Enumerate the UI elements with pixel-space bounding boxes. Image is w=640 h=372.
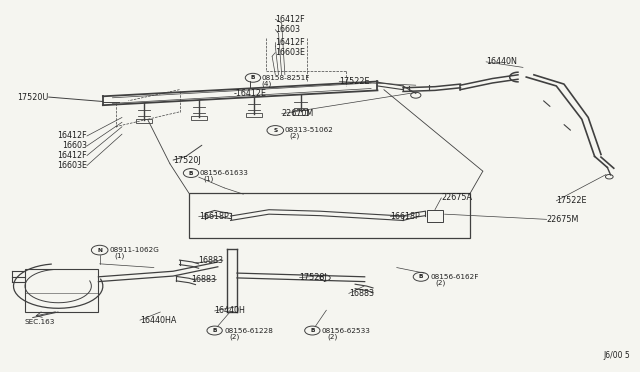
Text: 16412F: 16412F bbox=[275, 15, 305, 24]
Text: J6/00 5: J6/00 5 bbox=[603, 351, 630, 360]
Text: 08156-61228: 08156-61228 bbox=[224, 327, 273, 334]
Text: 16883: 16883 bbox=[191, 275, 216, 284]
Text: B: B bbox=[189, 170, 193, 176]
Text: (2): (2) bbox=[289, 133, 300, 139]
Text: 16440N: 16440N bbox=[486, 57, 517, 66]
Text: 16603: 16603 bbox=[62, 141, 87, 151]
Text: 16603E: 16603E bbox=[275, 48, 305, 57]
Text: 16618P: 16618P bbox=[198, 212, 228, 221]
Text: 08313-51062: 08313-51062 bbox=[285, 127, 333, 134]
Text: 16883: 16883 bbox=[349, 289, 374, 298]
Text: B: B bbox=[212, 328, 217, 333]
Text: B: B bbox=[310, 328, 314, 333]
Text: 08156-61633: 08156-61633 bbox=[200, 170, 249, 176]
Text: S: S bbox=[273, 128, 277, 133]
Text: 08156-6162F: 08156-6162F bbox=[431, 274, 479, 280]
Text: -16412E: -16412E bbox=[234, 89, 267, 98]
Text: 17522E: 17522E bbox=[556, 196, 587, 205]
Bar bbox=[293, 110, 308, 115]
Text: (4): (4) bbox=[261, 81, 271, 87]
Text: (1): (1) bbox=[204, 175, 214, 182]
Text: 16883: 16883 bbox=[198, 256, 223, 264]
Bar bbox=[136, 119, 152, 124]
Text: N: N bbox=[97, 248, 102, 253]
Bar bbox=[25, 269, 99, 312]
Text: 17520J: 17520J bbox=[173, 155, 201, 164]
Text: 22670M: 22670M bbox=[282, 109, 314, 118]
Text: 16603: 16603 bbox=[275, 25, 300, 34]
Text: 16440HA: 16440HA bbox=[140, 316, 176, 325]
Text: 16440H: 16440H bbox=[214, 307, 246, 315]
Text: (2): (2) bbox=[229, 333, 239, 340]
Text: 22675M: 22675M bbox=[547, 215, 579, 224]
Text: 17528J: 17528J bbox=[300, 273, 327, 282]
Text: 08911-1062G: 08911-1062G bbox=[109, 247, 159, 253]
Bar bbox=[191, 116, 207, 121]
Text: 08158-8251F: 08158-8251F bbox=[261, 75, 310, 81]
Text: B: B bbox=[419, 274, 423, 279]
Bar bbox=[428, 211, 444, 222]
Text: (2): (2) bbox=[436, 279, 446, 286]
Text: 17520U: 17520U bbox=[17, 93, 49, 102]
Bar bbox=[246, 113, 262, 118]
Text: 16412F: 16412F bbox=[58, 151, 87, 160]
Bar bbox=[189, 193, 470, 238]
Text: SEC.163: SEC.163 bbox=[25, 319, 55, 325]
Text: 16618P: 16618P bbox=[390, 212, 420, 221]
Text: 16603E: 16603E bbox=[57, 161, 87, 170]
Text: (1): (1) bbox=[115, 253, 125, 259]
Text: 16412F: 16412F bbox=[58, 131, 87, 141]
Text: 08156-62533: 08156-62533 bbox=[322, 327, 371, 334]
Text: 16412F: 16412F bbox=[275, 38, 305, 47]
Text: 17522E: 17522E bbox=[339, 77, 370, 86]
Text: 22675A: 22675A bbox=[442, 193, 472, 202]
Text: (2): (2) bbox=[327, 333, 337, 340]
Text: B: B bbox=[251, 75, 255, 80]
